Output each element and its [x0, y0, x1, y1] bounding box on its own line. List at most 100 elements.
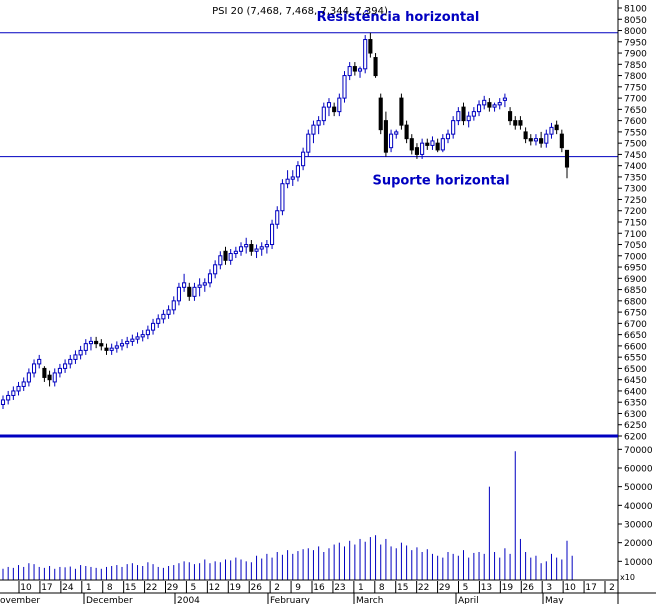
price-tick-label: 6400: [624, 387, 647, 397]
price-tick-label: 7250: [624, 196, 647, 206]
candle-body: [161, 313, 166, 320]
month-label: February: [270, 596, 311, 604]
candle-body: [0, 399, 6, 405]
candle-body: [270, 223, 275, 246]
candle-body: [378, 97, 383, 131]
x-tick-label: 29: [439, 583, 451, 593]
candle-body: [197, 284, 202, 288]
candle-body: [68, 358, 73, 365]
price-tick-label: 7450: [624, 151, 647, 161]
candle-body: [156, 318, 161, 324]
x-tick-label: 23: [334, 583, 345, 593]
annotation-label: Resistência horizontal: [317, 10, 480, 25]
candle-body: [63, 363, 68, 369]
candle-body: [244, 244, 249, 248]
candle-body: [228, 253, 233, 261]
candle-body: [73, 354, 78, 360]
candle-body: [326, 102, 332, 108]
price-tick-label: 7550: [624, 128, 647, 138]
candle-body: [130, 338, 135, 342]
candle-body: [435, 142, 440, 151]
price-tick-label: 7900: [624, 50, 647, 60]
price-tick-label: 7650: [624, 106, 647, 116]
candle-body: [559, 133, 564, 149]
candle-body: [295, 165, 300, 178]
price-tick-label: 6600: [624, 342, 647, 352]
candle-body: [11, 390, 16, 396]
candle-body: [275, 210, 280, 225]
candle-body: [425, 142, 430, 146]
x-tick-label: 19: [230, 583, 242, 593]
candle-body: [461, 106, 466, 122]
price-tick-label: 6550: [624, 354, 647, 364]
candle-body: [471, 111, 476, 117]
candle-body: [264, 244, 269, 248]
candle-body: [16, 385, 21, 392]
candle-body: [508, 111, 513, 122]
candle-body: [337, 97, 342, 113]
candle-body: [451, 120, 456, 135]
candle-body: [37, 358, 42, 365]
candle-body: [26, 372, 31, 383]
candle-body: [513, 120, 518, 126]
price-tick-label: 6300: [624, 410, 647, 420]
candle-body: [202, 282, 207, 286]
candle-body: [487, 102, 492, 108]
candle-body: [394, 131, 399, 135]
price-tick-label: 8050: [624, 16, 647, 26]
x-tick-label: 15: [125, 583, 136, 593]
annotation-label: Suporte horizontal: [372, 174, 509, 189]
x-tick-label: 10: [20, 583, 32, 593]
month-label: May: [545, 596, 564, 604]
candle-body: [207, 273, 213, 284]
price-tick-label: 7300: [624, 185, 647, 195]
candle-body: [125, 340, 130, 345]
x-tick-label: 8: [107, 583, 113, 593]
candle-body: [114, 345, 119, 349]
price-tick-label: 7000: [624, 252, 647, 262]
candle-body: [88, 340, 94, 345]
candle-body: [187, 286, 192, 297]
candle-body: [21, 381, 26, 387]
candle-body: [6, 394, 11, 401]
candle-body: [383, 120, 388, 153]
candle-body: [502, 97, 507, 101]
price-tick-label: 8100: [624, 5, 647, 15]
candle-body: [476, 104, 482, 113]
candle-body: [47, 374, 52, 381]
x-tick-label: 5: [191, 583, 197, 593]
month-label: ovember: [0, 596, 40, 604]
candle-body: [389, 133, 394, 149]
price-tick-label: 6850: [624, 286, 647, 296]
volume-tick-label: 20000: [624, 539, 653, 549]
candle-body: [94, 340, 99, 345]
candle-body: [332, 106, 337, 113]
x-tick-label: 22: [146, 583, 157, 593]
candle-body: [254, 248, 259, 252]
price-tick-label: 7600: [624, 117, 647, 127]
candle-body: [151, 322, 156, 331]
candle-body: [104, 347, 109, 351]
candle-body: [347, 66, 352, 77]
candle-body: [342, 75, 347, 99]
price-tick-label: 7850: [624, 61, 647, 71]
candle-body: [533, 138, 539, 142]
price-tick-label: 7800: [624, 72, 647, 82]
candle-body: [430, 140, 435, 146]
candle-body: [57, 367, 62, 374]
x-tick-label: 24: [62, 583, 74, 593]
price-tick-label: 6750: [624, 309, 647, 319]
candle-body: [306, 133, 311, 153]
price-tick-label: 7150: [624, 219, 647, 229]
candle-body: [518, 120, 523, 126]
candle-body: [549, 126, 554, 135]
x-tick-label: 1: [358, 583, 364, 593]
candle-body: [368, 39, 373, 54]
candle-body: [523, 131, 528, 140]
candle-body: [409, 138, 414, 151]
x-tick-label: 19: [502, 583, 514, 593]
price-tick-label: 6950: [624, 264, 647, 274]
candle-body: [466, 115, 471, 122]
